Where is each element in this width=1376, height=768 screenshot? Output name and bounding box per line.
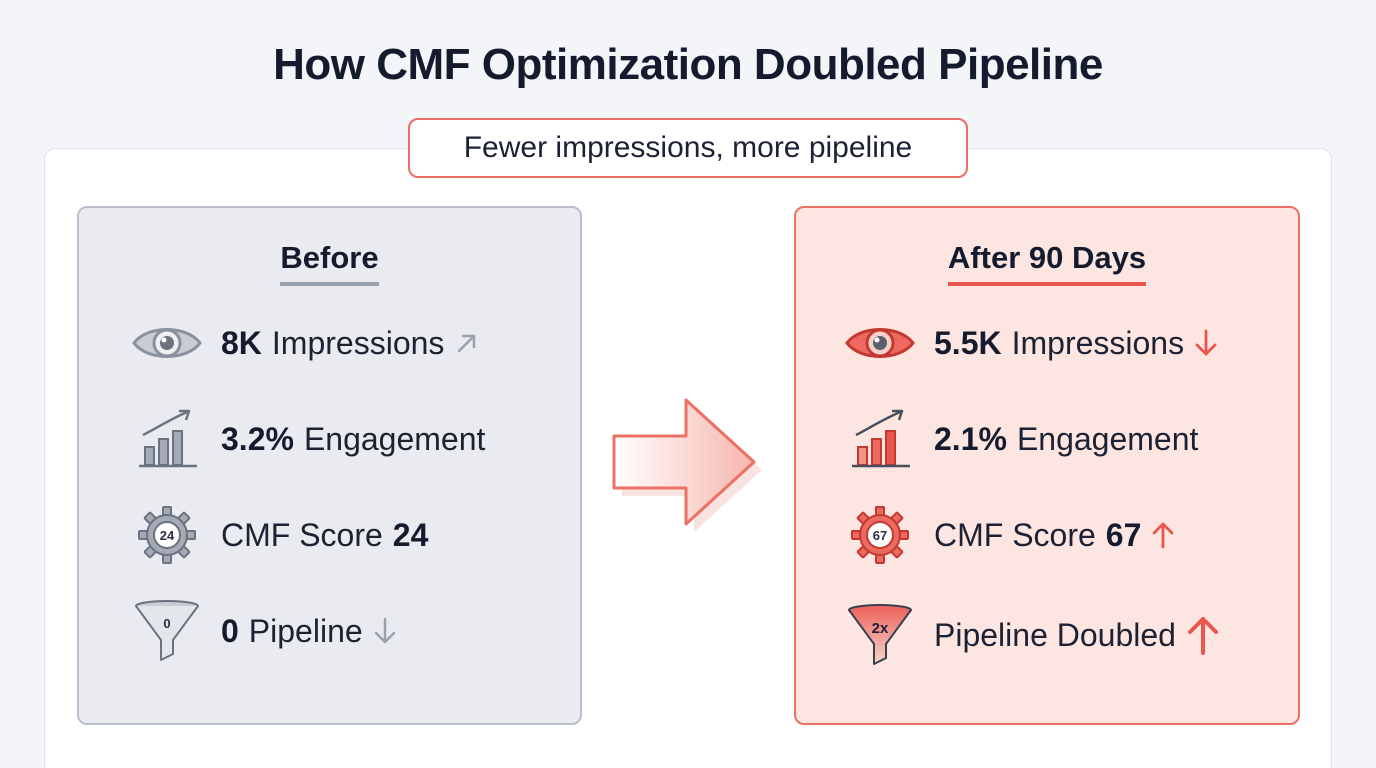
page-title: How CMF Optimization Doubled Pipeline	[273, 40, 1103, 89]
gear-icon: 67	[842, 500, 918, 570]
transition-arrow-icon	[608, 396, 768, 541]
before-pipeline-icon-number: 0	[163, 616, 170, 631]
after-pipeline-row: 2x Pipeline Doubled	[842, 600, 1220, 670]
bar-chart-growth-icon	[842, 404, 918, 474]
arrow-up-icon	[1151, 520, 1175, 550]
arrow-up-right-icon	[454, 330, 480, 356]
after-cmf-row: 67 CMF Score 67	[842, 500, 1175, 570]
arrow-down-icon	[1194, 328, 1218, 358]
before-pipeline-row: 0 0 Pipeline	[129, 596, 397, 666]
before-cmf-value: 24	[392, 516, 429, 553]
eye-icon	[842, 308, 918, 378]
before-impressions-row: 8K Impressions	[129, 308, 480, 378]
before-engagement-value: 3.2%	[221, 420, 294, 457]
after-cmf-icon-number: 67	[873, 528, 887, 543]
after-impressions-label: Impressions	[1011, 324, 1185, 361]
funnel-icon: 0	[129, 596, 205, 666]
gear-icon: 24	[129, 500, 205, 570]
before-impressions-value: 8K	[221, 324, 262, 361]
after-engagement-value: 2.1%	[934, 420, 1007, 457]
after-impressions-row: 5.5K Impressions	[842, 308, 1218, 378]
before-panel: Before 8K Impressions	[77, 206, 582, 725]
arrow-up-icon	[1186, 614, 1220, 656]
after-pipeline-label: Pipeline Doubled	[934, 616, 1176, 653]
before-cmf-row: 24 CMF Score 24	[129, 500, 428, 570]
funnel-icon: 2x	[842, 600, 918, 670]
tagline-text: Fewer impressions, more pipeline	[463, 131, 913, 164]
before-engagement-row: 3.2% Engagement	[129, 404, 485, 474]
before-pipeline-label: Pipeline	[248, 612, 363, 649]
bar-chart-growth-icon	[129, 404, 205, 474]
before-cmf-icon-number: 24	[160, 528, 175, 543]
before-cmf-label: CMF Score	[221, 516, 383, 553]
after-cmf-label: CMF Score	[934, 516, 1096, 553]
tagline-badge: Fewer impressions, more pipeline	[408, 118, 968, 178]
after-impressions-value: 5.5K	[934, 324, 1002, 361]
after-engagement-label: Engagement	[1016, 420, 1199, 457]
after-pipeline-icon-number: 2x	[872, 620, 889, 637]
before-heading: Before	[79, 240, 580, 286]
eye-icon	[129, 308, 205, 378]
after-heading: After 90 Days	[796, 240, 1298, 286]
before-engagement-label: Engagement	[303, 420, 486, 457]
after-engagement-row: 2.1% Engagement	[842, 404, 1198, 474]
arrow-down-icon	[373, 616, 397, 646]
before-impressions-label: Impressions	[271, 324, 445, 361]
after-panel: After 90 Days 5.5K Impressions	[794, 206, 1300, 725]
before-pipeline-value: 0	[221, 612, 239, 649]
after-cmf-value: 67	[1105, 516, 1142, 553]
